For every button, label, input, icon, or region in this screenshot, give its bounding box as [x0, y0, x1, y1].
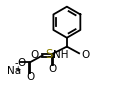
Text: O: O	[48, 64, 56, 74]
Text: NH: NH	[53, 50, 68, 60]
Text: O: O	[81, 50, 89, 60]
Text: O: O	[30, 50, 38, 60]
Text: -O: -O	[14, 58, 26, 68]
Text: +: +	[14, 65, 21, 74]
Text: O: O	[26, 72, 34, 82]
Text: Na: Na	[7, 66, 21, 76]
Text: S: S	[45, 48, 52, 61]
